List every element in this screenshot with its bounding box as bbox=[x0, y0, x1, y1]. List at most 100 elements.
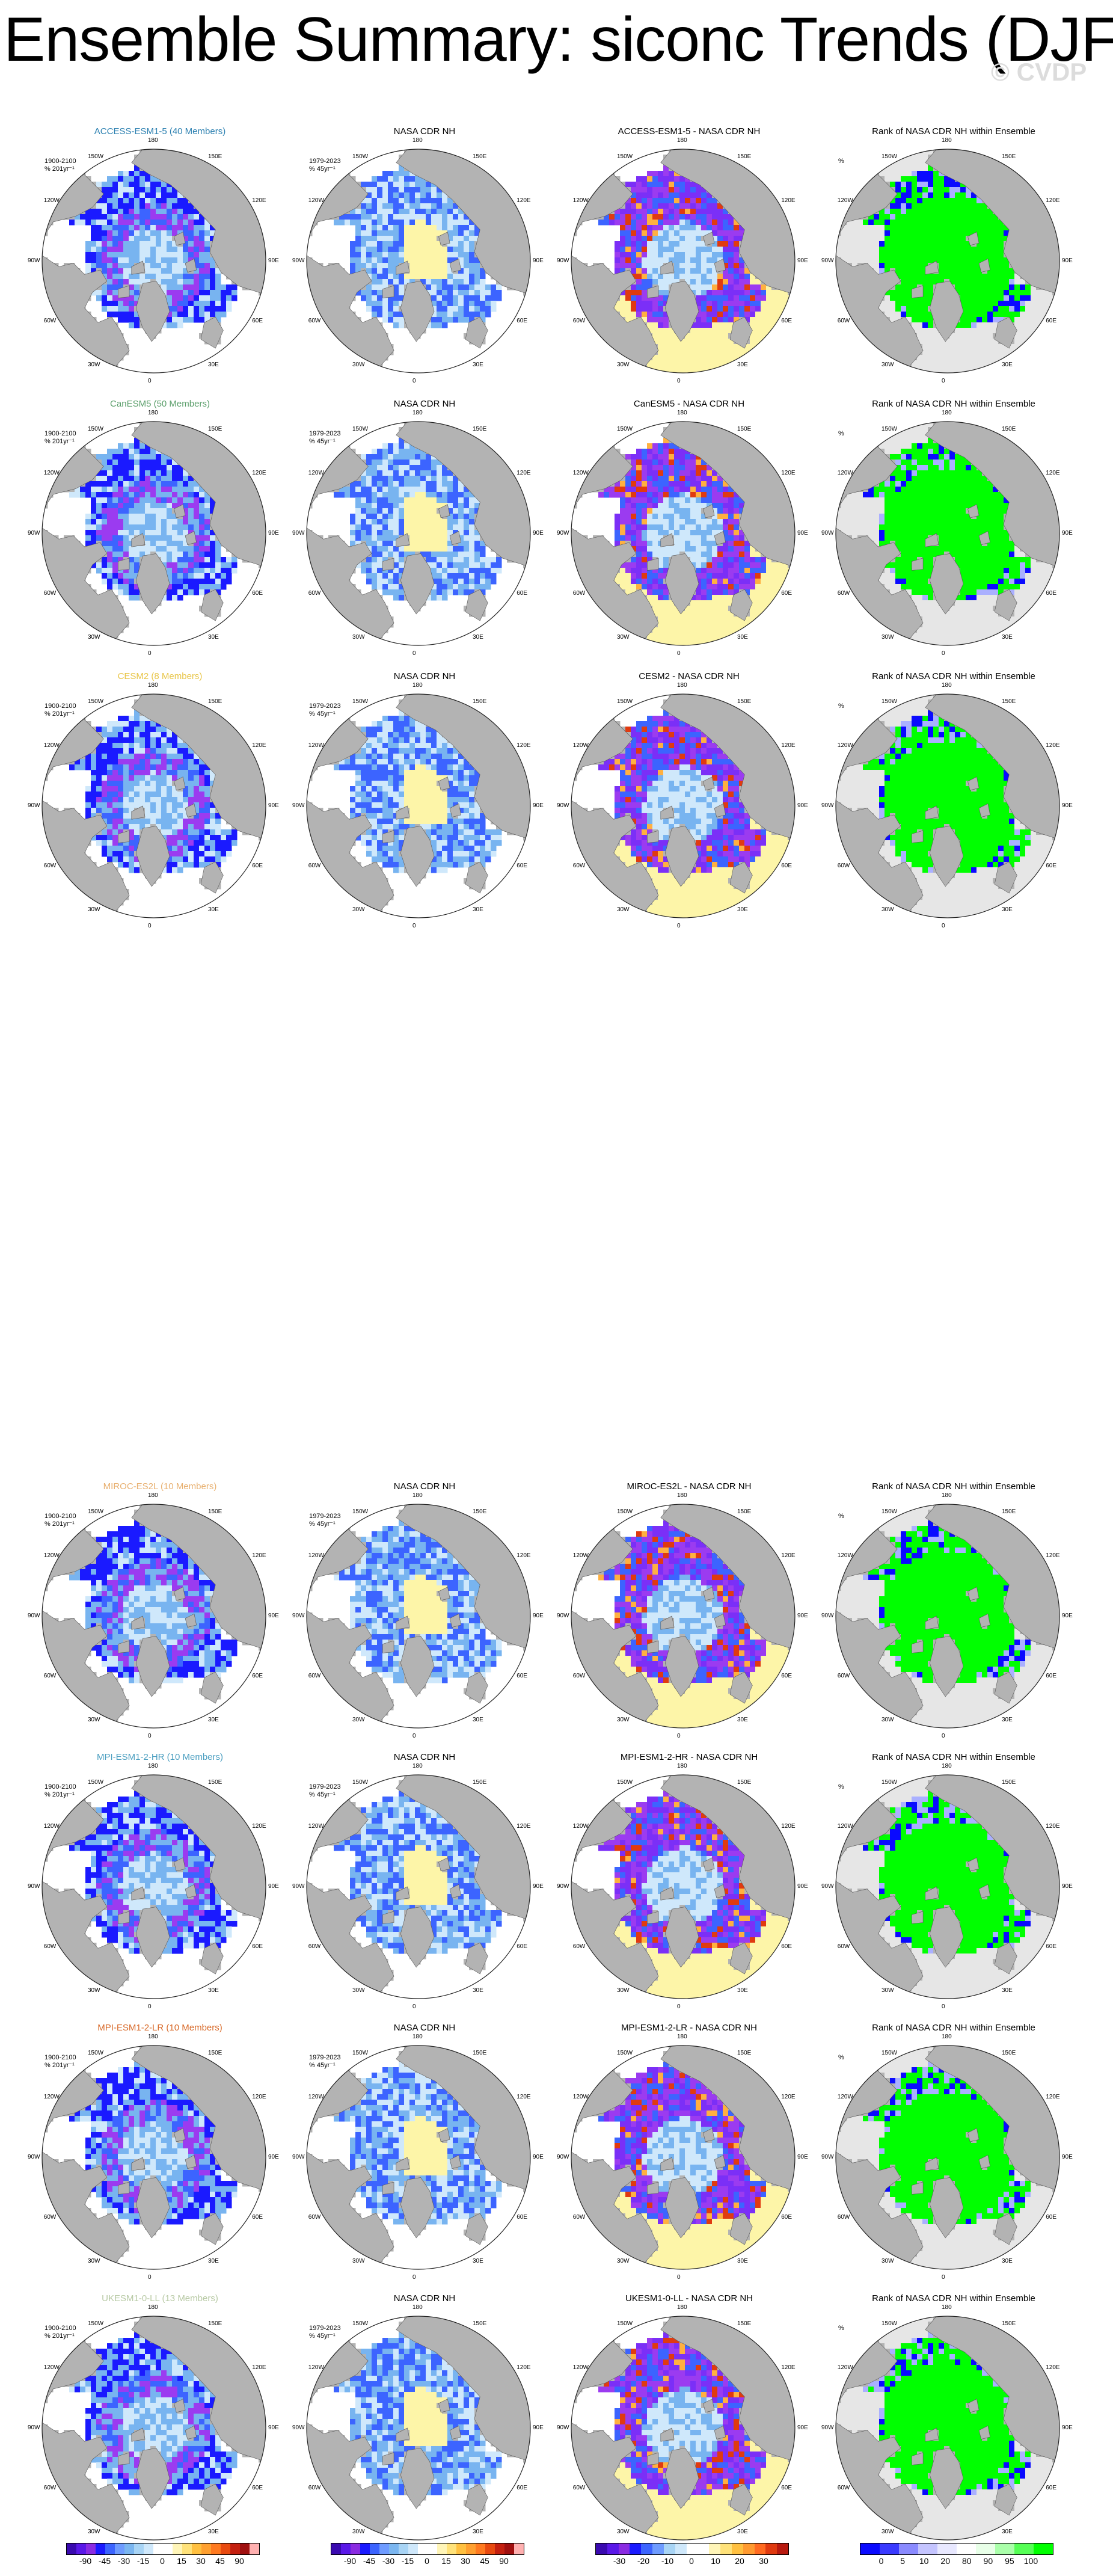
lon-label: 30E bbox=[1002, 634, 1013, 641]
lon-label: 90E bbox=[797, 2154, 808, 2160]
lon-label: 120E bbox=[1046, 1552, 1059, 1559]
lon-label: 120W bbox=[838, 2094, 853, 2100]
lon-label: 180 bbox=[942, 682, 952, 689]
colorbar-tick-label: 80 bbox=[962, 2556, 972, 2566]
colorbar-swatch bbox=[618, 2544, 630, 2554]
polar-map bbox=[835, 1504, 1060, 1729]
colorbar-swatch bbox=[360, 2544, 370, 2554]
lon-label: 90W bbox=[821, 2424, 834, 2431]
panel-obs-cesm2: NASA CDR NH 180 150E 120E 90E 60E 30E 0 30W 60W 90… bbox=[292, 671, 544, 936]
lon-label: 90E bbox=[797, 1612, 808, 1619]
lon-label: 180 bbox=[942, 410, 952, 416]
lon-label: 90E bbox=[268, 530, 279, 536]
lon-label: 0 bbox=[942, 650, 945, 657]
map-field bbox=[571, 422, 795, 645]
lon-label: 120W bbox=[573, 2364, 589, 2371]
colorbar-swatch bbox=[514, 2544, 524, 2554]
polar-map bbox=[41, 2316, 266, 2541]
map-boundary bbox=[41, 421, 266, 646]
model-title: ACCESS-ESM1-5 (40 Members) bbox=[42, 126, 278, 137]
map-field bbox=[42, 422, 266, 641]
lon-label: 60W bbox=[573, 318, 586, 324]
units-label: % 45yr⁻¹ bbox=[309, 2062, 341, 2070]
lon-label: 60W bbox=[44, 862, 57, 869]
lon-label: 180 bbox=[677, 2033, 687, 2040]
panel-model-miroc-es2l: MIROC-ES2L (10 Members) 180 150E 120E 90E 60E… bbox=[28, 1481, 279, 1746]
lon-label: 120E bbox=[781, 470, 795, 476]
period-label: 1900-2100 bbox=[44, 702, 76, 710]
lon-label: 90E bbox=[268, 257, 279, 264]
map-boundary bbox=[306, 149, 531, 373]
lon-label: 90E bbox=[797, 530, 808, 536]
lon-label: 150E bbox=[1002, 1508, 1016, 1515]
lon-label: 30E bbox=[737, 906, 748, 913]
lon-label: 90E bbox=[1062, 257, 1073, 264]
lon-label: 30E bbox=[473, 2528, 483, 2535]
colorbar-tick-label: -45 bbox=[363, 2556, 375, 2566]
lon-label: 120W bbox=[44, 742, 60, 749]
lon-label: 60W bbox=[308, 2485, 321, 2491]
colorbar-tick-label: 10 bbox=[919, 2556, 929, 2566]
map-field bbox=[836, 2316, 1059, 2540]
units-label: % 201yr⁻¹ bbox=[44, 2332, 76, 2340]
lon-label: 30W bbox=[352, 634, 365, 641]
panel-diff-canesm5: CanESM5 - NASA CDR NH 180 150E 120E 90E 60E 30… bbox=[557, 399, 808, 663]
lon-label: 150E bbox=[473, 2050, 486, 2056]
panel-obs-miroc-es2l: NASA CDR NH 180 150E 120E 90E 60E 30E 0 30W 60W 90… bbox=[292, 1481, 544, 1746]
panel-info: % bbox=[838, 158, 844, 165]
lon-label: 90W bbox=[28, 802, 40, 809]
units-label: % bbox=[838, 2054, 844, 2062]
colorbar-swatch bbox=[221, 2544, 230, 2554]
colorbar-tick-label: -15 bbox=[402, 2556, 414, 2566]
panel-info: % bbox=[838, 1783, 844, 1791]
units-label: % 45yr⁻¹ bbox=[309, 1791, 341, 1799]
lon-label: 60E bbox=[517, 2485, 527, 2491]
lon-label: 0 bbox=[942, 923, 945, 929]
polar-map bbox=[306, 2045, 531, 2270]
lon-label: 90W bbox=[28, 2154, 40, 2160]
lon-label: 90E bbox=[533, 802, 544, 809]
colorbar-swatch bbox=[1014, 2544, 1034, 2554]
lon-label: 60W bbox=[573, 2485, 586, 2491]
lon-label: 30W bbox=[88, 1987, 100, 1994]
lon-label: 150W bbox=[882, 426, 897, 432]
panel-model-cesm2: CESM2 (8 Members) 180 150E 120E 90E 60E 30E 0 30… bbox=[28, 671, 279, 936]
lon-label: 150W bbox=[882, 2320, 897, 2327]
lon-label: 30W bbox=[352, 1987, 365, 1994]
lon-label: 0 bbox=[412, 650, 416, 657]
polar-map bbox=[306, 149, 531, 373]
lon-label: 0 bbox=[677, 378, 681, 384]
lon-label: 60E bbox=[781, 862, 792, 869]
units-label: % 201yr⁻¹ bbox=[44, 1520, 76, 1528]
lon-label: 90E bbox=[1062, 1883, 1073, 1890]
model-title: UKESM1-0-LL (13 Members) bbox=[42, 2293, 278, 2304]
lon-label: 180 bbox=[942, 1763, 952, 1769]
colorbar-swatch bbox=[485, 2544, 495, 2554]
lon-label: 150W bbox=[617, 1779, 633, 1786]
lon-label: 180 bbox=[677, 682, 687, 689]
panel-info: % bbox=[838, 702, 844, 710]
lon-label: 0 bbox=[942, 2003, 945, 2010]
lon-label: 150E bbox=[208, 1779, 222, 1786]
lon-label: 0 bbox=[148, 2003, 152, 2010]
lon-label: 90E bbox=[533, 2154, 544, 2160]
map-boundary bbox=[835, 2316, 1060, 2541]
lon-label: 120E bbox=[252, 1552, 266, 1559]
lon-label: 180 bbox=[677, 2304, 687, 2311]
lon-label: 90W bbox=[28, 2424, 40, 2431]
lon-label: 90W bbox=[557, 1612, 569, 1619]
colorbar-swatch bbox=[918, 2544, 937, 2554]
period-label: 1900-2100 bbox=[44, 158, 76, 165]
panel-info: 1979-2023% 45yr⁻¹ bbox=[309, 1783, 341, 1799]
lon-label: 0 bbox=[677, 2003, 681, 2010]
map-field bbox=[42, 694, 266, 913]
panel-obs-mpi-esm1-2-hr: NASA CDR NH 180 150E 120E 90E 60E 30E 0 30W 60W 90… bbox=[292, 1752, 544, 2017]
panel-info: 1900-2100% 201yr⁻¹ bbox=[44, 430, 76, 446]
lon-label: 90E bbox=[533, 1883, 544, 1890]
map-field bbox=[571, 1775, 795, 1999]
units-label: % bbox=[838, 702, 844, 710]
period-label: 1979-2023 bbox=[309, 1513, 341, 1520]
colorbar-diff bbox=[595, 2543, 789, 2555]
lon-label: 60E bbox=[781, 1673, 792, 1679]
obs-title: NASA CDR NH bbox=[307, 126, 542, 137]
